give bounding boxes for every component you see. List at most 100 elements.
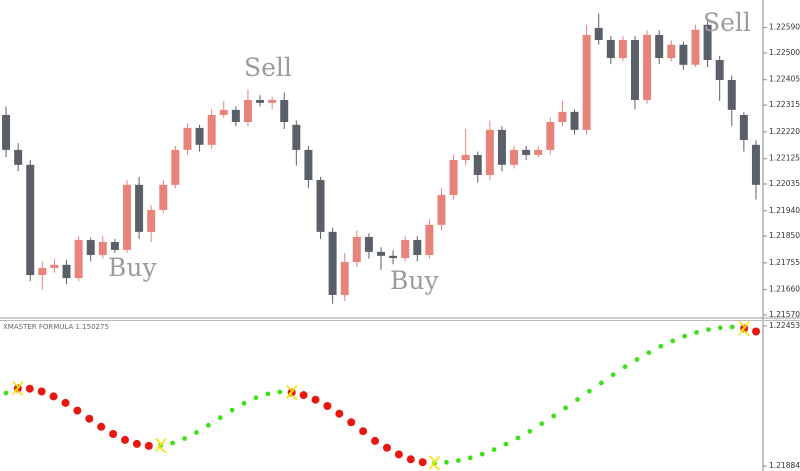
indicator-dot [444, 459, 449, 465]
candle-body [14, 149, 23, 165]
y-tick-label: 1.218845 [769, 461, 800, 470]
candle-body [449, 160, 458, 195]
indicator-dot [658, 343, 664, 349]
y-tick-label: 1.224533 [769, 321, 800, 330]
y-tick-label: 1.22500 [769, 48, 800, 57]
indicator-dot [563, 405, 568, 411]
indicator-dot [253, 395, 259, 401]
candle-body [340, 262, 349, 295]
indicator-dot [717, 325, 723, 331]
candle-body [231, 109, 240, 122]
indicator-dot [37, 387, 46, 396]
indicator-dot [323, 401, 332, 410]
candle-body [497, 129, 506, 165]
candle-body [485, 129, 494, 175]
indicator-dot [182, 436, 187, 441]
annotation: Buy [390, 266, 439, 295]
candle-body [606, 40, 615, 59]
signal-marker [428, 455, 441, 471]
indicator-dot [311, 395, 320, 404]
candle-body [510, 149, 519, 165]
y-tick-label: 1.21755 [769, 258, 800, 267]
indicator-dot [85, 414, 94, 423]
indicator-dot [359, 427, 368, 436]
candle-body [110, 242, 119, 250]
indicator-dot [121, 435, 130, 444]
y-tick-label: 1.22220 [769, 127, 800, 136]
indicator-dot [406, 455, 415, 464]
indicator-dot [622, 364, 628, 370]
candle-body [26, 164, 35, 275]
candle-body [2, 114, 11, 150]
indicator-dot [515, 435, 521, 441]
annotation: Sell [703, 8, 751, 37]
indicator-dot [170, 440, 176, 446]
indicator-dot [277, 389, 283, 395]
candle-body [582, 34, 591, 130]
indicator-dot [3, 390, 9, 396]
candle-body [413, 240, 422, 255]
candle-body [98, 242, 107, 255]
candle-body [62, 264, 71, 279]
candle-body [594, 27, 603, 41]
indicator-dot [394, 450, 403, 459]
indicator-dot [109, 430, 118, 439]
candle-body [618, 40, 627, 59]
candle-body [74, 240, 83, 279]
candle-body [38, 267, 47, 275]
candle-body [401, 240, 410, 259]
y-tick-label: 1.21660 [769, 285, 800, 294]
candle-body [691, 29, 700, 65]
indicator-dot [97, 422, 106, 431]
annotation: Buy [108, 253, 157, 282]
indicator-dot [729, 324, 735, 330]
candle-body [461, 154, 470, 161]
candle-body [328, 231, 337, 295]
candle-body [522, 149, 531, 155]
y-tick-label: 1.22035 [769, 179, 800, 188]
signal-marker [286, 384, 298, 401]
candle-body [473, 154, 482, 175]
candle-body [655, 34, 664, 59]
indicator-dot [682, 333, 688, 339]
indicator-dot [347, 418, 356, 427]
candle-body [389, 255, 398, 259]
candle-body [631, 40, 639, 101]
candle-body [135, 184, 144, 232]
candle-body [425, 224, 434, 255]
indicator-dot [575, 397, 580, 402]
indicator-dot [634, 357, 640, 362]
candle-body [739, 114, 748, 141]
y-tick-label: 1.22125 [769, 154, 800, 163]
candle-body [534, 149, 543, 155]
candle-body [352, 236, 361, 263]
indicator-dot [335, 409, 344, 418]
indicator-dot [646, 350, 652, 356]
candle-body [546, 121, 555, 150]
indicator-dot [265, 391, 271, 397]
y-tick-label: 1.21570 [769, 310, 800, 319]
candle-body [207, 114, 216, 145]
candle-body [643, 34, 652, 101]
candle-body [667, 44, 676, 59]
candle-body [364, 236, 373, 252]
indicator-dot [194, 430, 199, 435]
indicator-dot [503, 441, 509, 447]
candle-body [715, 60, 724, 81]
indicator-title: XMASTER FORMULA 1.150275 [3, 323, 109, 331]
indicator-dot [586, 388, 592, 394]
candle-body [195, 127, 204, 145]
indicator-dot [25, 384, 34, 393]
candle-body [570, 111, 579, 130]
candle-body [219, 109, 228, 115]
indicator-dot [299, 391, 308, 400]
y-tick-label: 1.22315 [769, 100, 800, 109]
candle-body [316, 180, 325, 232]
indicator-dot [610, 372, 616, 378]
candle-body [243, 100, 252, 122]
candle-body [171, 149, 180, 185]
candle-body [377, 251, 385, 256]
indicator-dot [241, 400, 247, 406]
